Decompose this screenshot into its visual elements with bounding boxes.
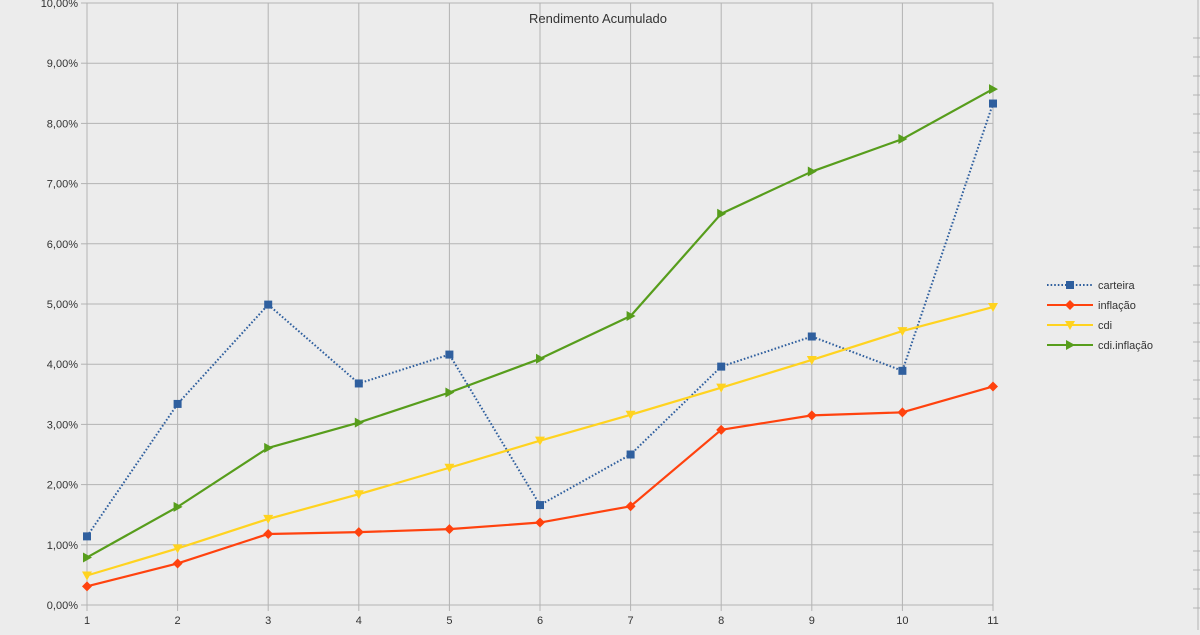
legend-marker xyxy=(1065,321,1075,330)
y-tick-label: 3,00% xyxy=(47,419,78,431)
x-tick-label: 7 xyxy=(628,615,634,627)
x-tick-label: 4 xyxy=(356,615,362,627)
data-point xyxy=(354,417,364,428)
data-point xyxy=(444,463,455,473)
y-tick-label: 7,00% xyxy=(47,179,78,191)
data-point xyxy=(989,84,998,95)
data-point xyxy=(82,581,92,592)
data-point xyxy=(445,350,454,359)
data-point xyxy=(898,366,907,375)
legend: carteira inflação cdi cdi.inflação xyxy=(1047,0,1200,630)
data-point xyxy=(536,501,544,510)
data-point xyxy=(445,387,455,398)
data-point xyxy=(536,353,545,364)
data-point xyxy=(716,383,727,393)
legend-label: cdi.inflação xyxy=(1098,340,1153,352)
data-point xyxy=(264,300,273,309)
legend-item: cdi xyxy=(1047,320,1112,332)
data-point xyxy=(717,208,727,219)
data-point xyxy=(626,450,635,459)
data-point xyxy=(807,166,817,177)
legend-item: cdi.inflação xyxy=(1047,340,1153,352)
grid xyxy=(86,2,994,606)
data-point xyxy=(535,517,545,528)
data-point xyxy=(353,490,364,500)
x-tick-label: 8 xyxy=(718,615,724,627)
data-point xyxy=(897,327,908,337)
data-point xyxy=(717,362,726,371)
data-point xyxy=(354,379,363,388)
data-point xyxy=(263,514,274,524)
data-point xyxy=(83,532,91,541)
data-point xyxy=(173,501,183,512)
y-tick-label: 10,00% xyxy=(41,0,79,10)
x-tick-label: 9 xyxy=(809,615,815,627)
legend-label: carteira xyxy=(1098,280,1136,292)
data-point xyxy=(625,501,636,512)
data-point xyxy=(172,544,183,554)
series xyxy=(82,84,998,592)
data-point xyxy=(82,571,92,581)
chart-title: Rendimento Acumulado xyxy=(529,11,667,26)
y-tick-label: 2,00% xyxy=(47,480,78,492)
data-point xyxy=(988,303,998,313)
data-point xyxy=(83,552,92,563)
x-tick-label: 3 xyxy=(265,615,271,627)
legend-marker xyxy=(1066,340,1075,350)
series-1 xyxy=(82,381,998,592)
x-tick-label: 6 xyxy=(537,615,543,627)
data-point xyxy=(535,436,545,446)
data-point xyxy=(353,527,364,538)
y-tick-label: 6,00% xyxy=(47,239,78,251)
data-point xyxy=(172,558,183,569)
data-point xyxy=(173,399,182,408)
edge-panel xyxy=(1193,0,1200,630)
x-tick-label: 2 xyxy=(175,615,181,627)
y-tick-label: 8,00% xyxy=(47,118,78,130)
x-tick-label: 10 xyxy=(896,615,908,627)
series-0 xyxy=(83,99,997,541)
legend-item: inflação xyxy=(1047,300,1136,312)
data-point xyxy=(989,99,997,108)
y-tick-label: 9,00% xyxy=(47,58,78,70)
data-point xyxy=(806,355,817,365)
legend-label: inflação xyxy=(1098,300,1136,312)
series-3 xyxy=(83,84,998,563)
data-point xyxy=(625,410,636,420)
data-point xyxy=(626,311,636,322)
data-point xyxy=(806,410,817,421)
data-point xyxy=(988,381,998,392)
data-point xyxy=(898,134,908,145)
y-tick-label: 4,00% xyxy=(47,359,78,371)
series-2 xyxy=(82,303,998,581)
y-tick-label: 0,00% xyxy=(47,600,78,612)
y-tick-label: 5,00% xyxy=(47,299,78,311)
x-tick-label: 11 xyxy=(987,615,998,627)
data-point xyxy=(897,407,908,418)
data-point xyxy=(444,524,455,535)
legend-marker xyxy=(1066,281,1074,289)
data-point xyxy=(263,528,274,539)
data-point xyxy=(807,332,816,341)
data-point xyxy=(264,442,274,453)
x-tick-label: 1 xyxy=(84,615,90,627)
legend-label: cdi xyxy=(1098,320,1112,332)
data-point xyxy=(716,424,727,435)
x-tick-label: 5 xyxy=(446,615,452,627)
legend-item: carteira xyxy=(1047,280,1136,292)
legend-marker xyxy=(1065,300,1075,310)
y-tick-label: 1,00% xyxy=(47,540,78,552)
